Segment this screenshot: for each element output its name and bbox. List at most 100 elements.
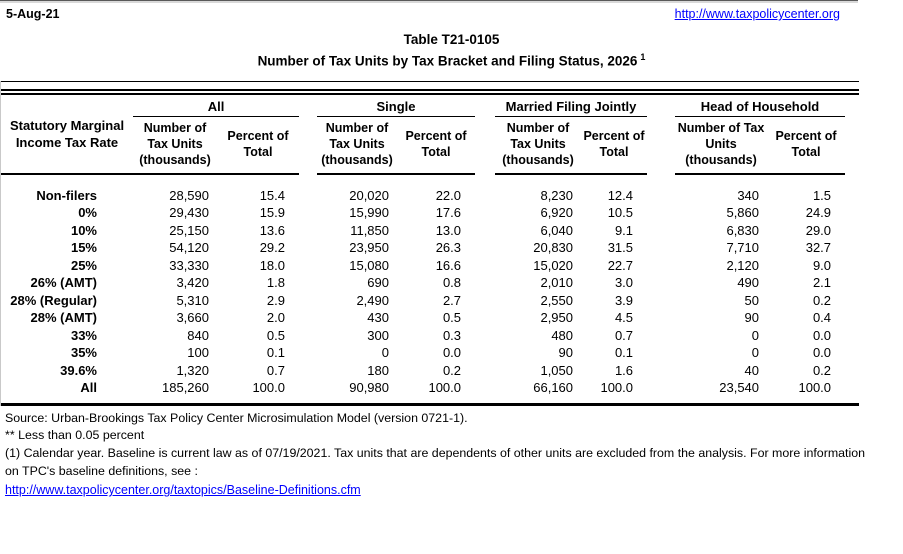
row-label: 10% <box>70 222 97 238</box>
table-row: 26% (AMT) 3,420 1.8 690 0.8 2,010 3.0 490 2.1 <box>1 274 845 292</box>
cell-value: 100.0 <box>252 380 285 396</box>
table-row: 15% 54,120 29.2 23,950 26.3 20,830 31.5 7,710 32… <box>1 239 845 257</box>
column-gap <box>475 257 495 275</box>
cell-value: 2.7 <box>442 292 462 308</box>
subtitle-text: Number of Tax Units by Tax Bracket and F… <box>257 53 638 69</box>
cell-value: 3.9 <box>614 292 634 308</box>
cell-value: 20,020 <box>349 187 389 203</box>
cell-value: 18.0 <box>259 257 285 273</box>
rule-above-table <box>1 80 859 82</box>
column-gap <box>475 116 495 174</box>
table-row: All 185,260 100.0 90,980 100.0 66,160 100.0 23,… <box>1 379 845 397</box>
cell-value: 16.6 <box>435 257 462 273</box>
table-header: Statutory Marginal Income Tax Rate All S… <box>1 96 846 175</box>
column-gap <box>475 309 495 327</box>
cell-value: 0.8 <box>442 275 462 291</box>
cell-value: 24.9 <box>805 205 832 221</box>
column-gap <box>647 222 675 240</box>
tax-units-table: Statutory Marginal Income Tax Rate All S… <box>1 96 846 397</box>
cell-value: 430 <box>367 310 389 326</box>
column-gap <box>475 344 495 362</box>
cell-value: 0 <box>751 345 760 361</box>
footnote-marker: 1 <box>640 52 646 62</box>
cell-value: 4.5 <box>614 310 634 326</box>
cell-value: 8,230 <box>540 187 574 203</box>
cell-value: 5,860 <box>726 205 760 221</box>
cell-value: 9.1 <box>614 222 634 238</box>
cell-value: 180 <box>367 362 389 378</box>
column-gap <box>299 362 317 380</box>
cell-value: 690 <box>367 275 389 291</box>
cell-value: 185,260 <box>162 380 209 396</box>
taxpolicycenter-link[interactable]: http://www.taxpolicycenter.org <box>674 7 840 21</box>
less-than-note: ** Less than 0.05 percent <box>5 428 145 443</box>
col-header-percent: Percent of Total <box>767 116 846 175</box>
column-gap <box>647 239 675 257</box>
cell-value: 0.5 <box>442 310 462 326</box>
col-header-percent: Percent of Total <box>397 116 476 175</box>
table-row: 0% 29,430 15.9 15,990 17.6 6,920 10.5 5,860 24.9 <box>1 204 845 222</box>
row-label: All <box>80 380 97 396</box>
table-row: 39.6% 1,320 0.7 180 0.2 1,050 1.6 40 0.2 <box>1 362 845 380</box>
column-gap <box>647 204 675 222</box>
column-gap <box>299 204 317 222</box>
cell-value: 54,120 <box>169 240 209 256</box>
column-gap <box>475 174 495 205</box>
row-label: 0% <box>78 205 97 221</box>
cell-value: 490 <box>737 275 760 291</box>
cell-value: 50 <box>744 292 760 308</box>
row-label: 25% <box>70 257 97 273</box>
column-gap <box>647 97 675 117</box>
cell-value: 33,330 <box>169 257 209 273</box>
cell-value: 3,660 <box>176 310 209 326</box>
column-gap <box>299 292 317 310</box>
group-header-all: All <box>133 96 299 117</box>
cell-value: 22.7 <box>607 257 634 273</box>
cell-value: 480 <box>551 327 574 343</box>
column-gap <box>299 327 317 345</box>
cell-value: 1.8 <box>266 275 285 291</box>
column-gap <box>475 274 495 292</box>
cell-value: 2.0 <box>266 310 285 326</box>
cell-value: 15.4 <box>259 187 285 203</box>
cell-value: 0.2 <box>812 362 832 378</box>
cell-value: 340 <box>737 187 760 203</box>
cell-value: 31.5 <box>607 240 634 256</box>
column-gap <box>475 362 495 380</box>
cell-value: 17.6 <box>435 205 462 221</box>
baseline-definitions-link[interactable]: http://www.taxpolicycenter.org/taxtopics… <box>5 483 361 498</box>
cell-value: 3,420 <box>176 275 209 291</box>
rule-below-table <box>1 402 859 406</box>
cell-value: 6,830 <box>726 222 760 238</box>
cell-value: 0.7 <box>266 362 285 378</box>
cell-value: 100.0 <box>798 380 832 396</box>
col-header-number: Number of Tax Units (thousands) <box>317 116 397 175</box>
cell-value: 25,150 <box>169 222 209 238</box>
cell-value: 90 <box>744 310 760 326</box>
cell-value: 2,950 <box>540 310 574 326</box>
table-row: 25% 33,330 18.0 15,080 16.6 15,020 22.7 2,120 9.… <box>1 257 845 275</box>
column-gap <box>299 309 317 327</box>
row-label: 28% (AMT) <box>30 310 97 326</box>
column-gap <box>475 292 495 310</box>
col-header-number: Number of Tax Units (thousands) <box>675 116 768 175</box>
cell-value: 13.6 <box>259 222 285 238</box>
group-header-row: Statutory Marginal Income Tax Rate All S… <box>1 96 846 175</box>
cell-value: 15,080 <box>349 257 389 273</box>
cell-value: 0.2 <box>442 362 462 378</box>
cell-value: 0.0 <box>442 345 462 361</box>
cell-value: 9.0 <box>812 257 832 273</box>
row-label: 28% (Regular) <box>10 292 97 308</box>
column-gap <box>299 239 317 257</box>
cell-value: 10.5 <box>607 205 634 221</box>
table-subtitle: Number of Tax Units by Tax Bracket and F… <box>0 52 903 69</box>
cell-value: 32.7 <box>805 240 832 256</box>
cell-value: 6,920 <box>540 205 574 221</box>
cell-value: 1.6 <box>614 362 634 378</box>
table-row: 33% 840 0.5 300 0.3 480 0.7 0 0.0 <box>1 327 845 345</box>
date-label: 5-Aug-21 <box>6 7 60 21</box>
column-gap <box>647 327 675 345</box>
cell-value: 29.2 <box>259 240 285 256</box>
col-header-percent: Percent of Total <box>217 116 299 175</box>
cell-value: 1,320 <box>176 362 209 378</box>
